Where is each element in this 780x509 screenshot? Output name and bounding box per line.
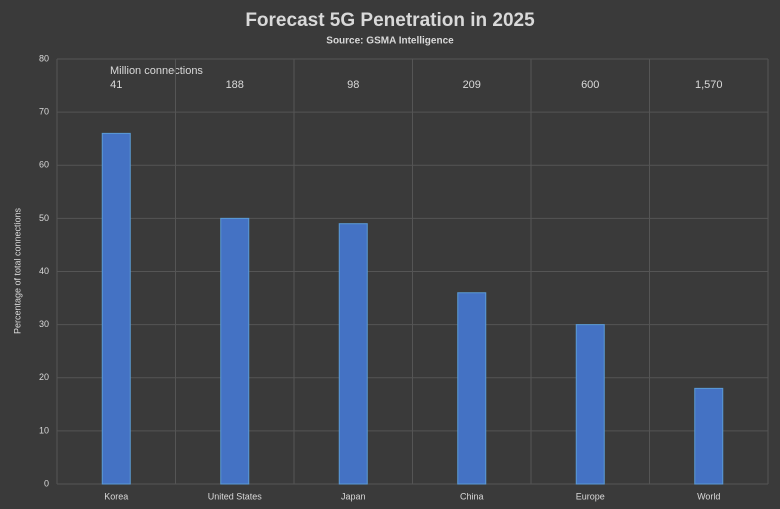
connections-value: 188 xyxy=(226,79,244,91)
connections-label: Million connections xyxy=(110,65,203,77)
chart-subtitle: Source: GSMA Intelligence xyxy=(326,36,454,47)
y-tick-label: 10 xyxy=(39,425,49,435)
y-tick-label: 30 xyxy=(39,319,49,329)
y-axis-label: Percentage of total connections xyxy=(12,207,22,334)
connections-value: 209 xyxy=(463,79,481,91)
connections-value: 1,570 xyxy=(695,79,723,91)
y-tick-label: 70 xyxy=(39,107,49,117)
x-tick-label: World xyxy=(697,491,720,501)
bar xyxy=(101,132,131,485)
x-tick-label: Korea xyxy=(104,491,128,501)
bar xyxy=(338,223,368,485)
bar xyxy=(457,292,487,485)
x-tick-label: Japan xyxy=(341,491,366,501)
bar xyxy=(694,387,724,485)
x-tick-label: China xyxy=(460,491,484,501)
chart-title: Forecast 5G Penetration in 2025 xyxy=(245,10,535,31)
y-tick-label: 50 xyxy=(39,213,49,223)
y-tick-label: 20 xyxy=(39,372,49,382)
bar xyxy=(575,324,605,485)
connections-value: 600 xyxy=(581,79,599,91)
x-tick-label: United States xyxy=(208,491,263,501)
y-tick-label: 40 xyxy=(39,266,49,276)
y-tick-label: 80 xyxy=(39,53,49,63)
connections-value: 41 xyxy=(110,79,122,91)
bar xyxy=(220,217,250,485)
y-tick-label: 60 xyxy=(39,160,49,170)
x-tick-label: Europe xyxy=(576,491,605,501)
y-tick-label: 0 xyxy=(44,478,49,488)
connections-value: 98 xyxy=(347,79,359,91)
